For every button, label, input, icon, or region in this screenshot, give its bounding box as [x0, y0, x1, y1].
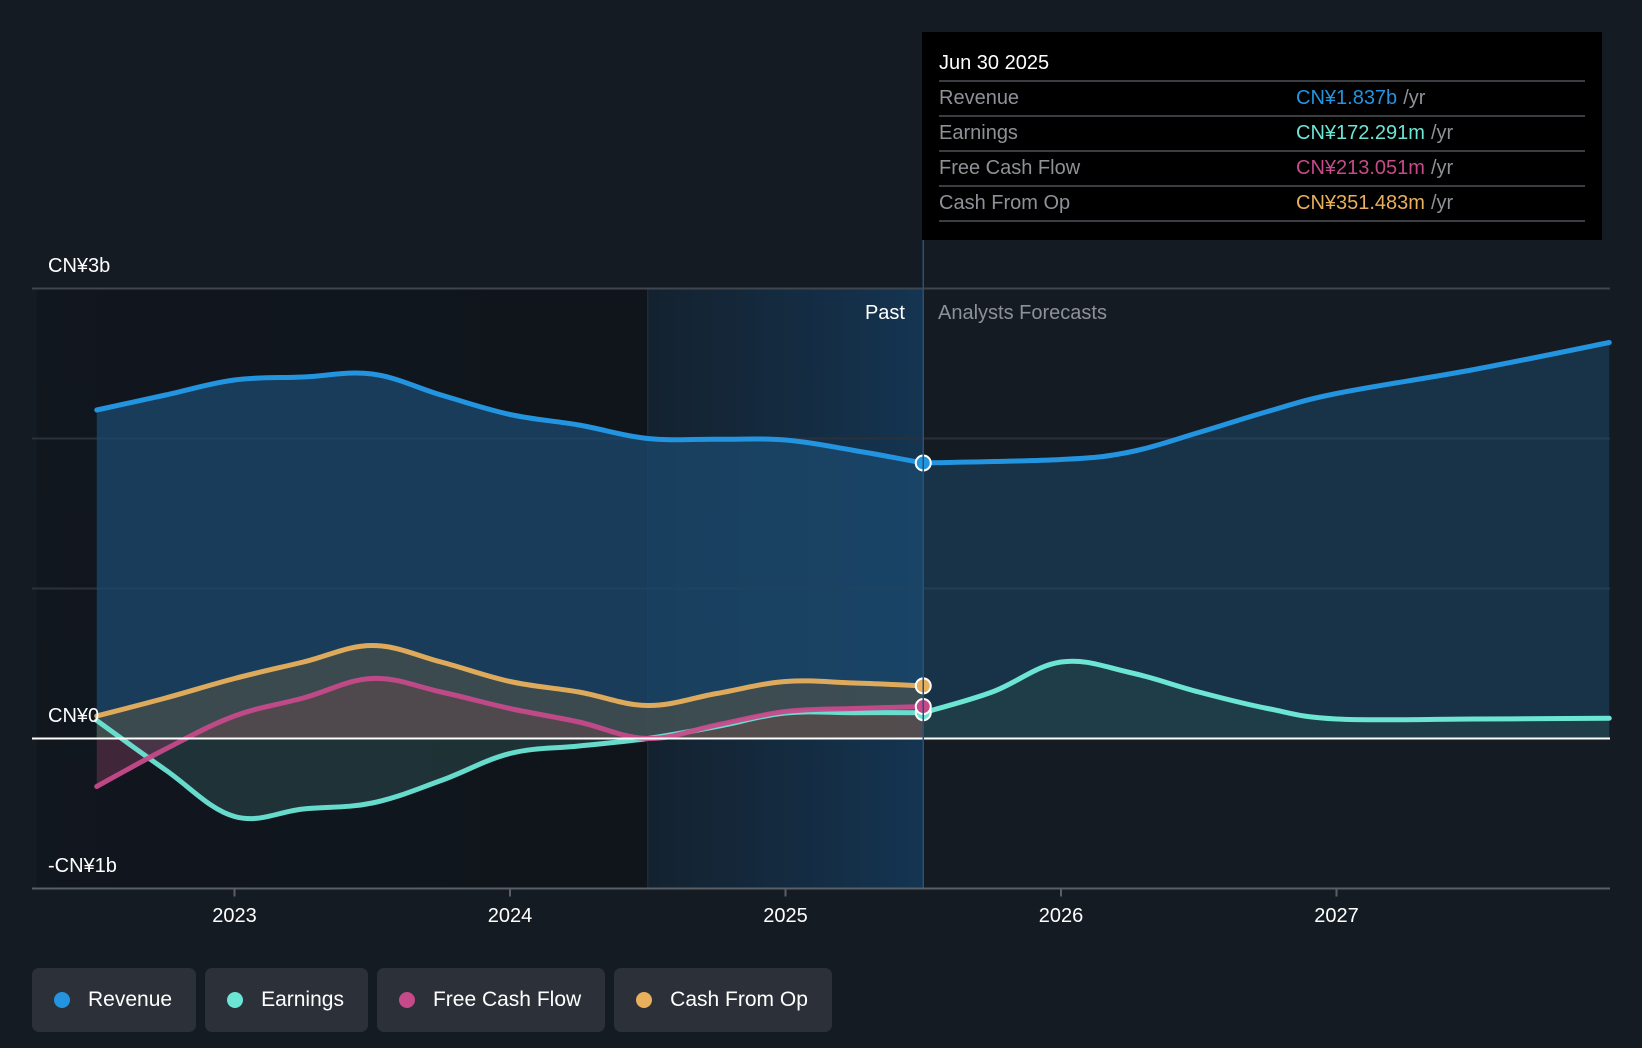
tooltip-row-revenue: Revenue CN¥1.837b /yr — [939, 82, 1585, 117]
x-tick-label-2026: 2026 — [1039, 905, 1084, 927]
tooltip-row-fcf: Free Cash Flow CN¥213.051m /yr — [939, 152, 1585, 187]
x-tick-label-2023: 2023 — [212, 905, 257, 927]
earnings-forecast-line — [920, 658, 1612, 723]
tooltip-unit: /yr — [1403, 87, 1426, 109]
tooltip-value: CN¥172.291m — [1296, 122, 1425, 144]
revenue-dot-icon — [54, 992, 70, 1008]
tooltip-unit: /yr — [1430, 157, 1454, 179]
x-tick-label-2025: 2025 — [763, 905, 808, 927]
forecast-label: Analysts Forecasts — [938, 302, 1107, 324]
legend-item-revenue[interactable]: Revenue — [32, 968, 197, 1032]
x-tick-label-2024: 2024 — [488, 905, 533, 927]
revenue-forecast-area — [923, 342, 1610, 739]
tooltip-row-earnings: Earnings CN¥172.291m /yr — [939, 117, 1585, 152]
y-tick-label-zero: CN¥0 — [48, 705, 99, 727]
y-tick-label-top: CN¥3b — [48, 255, 110, 277]
legend-label: Earnings — [261, 988, 344, 1011]
legend: Revenue Earnings Free Cash Flow Cash Fro… — [32, 968, 832, 1032]
legend-label: Free Cash Flow — [432, 988, 582, 1011]
earnings-dot-icon — [227, 992, 244, 1008]
tooltip: Jun 30 2025 Revenue CN¥1.837b /yr Earnin… — [922, 32, 1602, 240]
tooltip-unit: /yr — [1430, 122, 1454, 144]
legend-label: Cash From Op — [670, 988, 808, 1011]
revenue-line — [94, 370, 926, 466]
tooltip-label: Free Cash Flow — [939, 157, 1081, 179]
tooltip-row-cfo: Cash From Op CN¥351.483m /yr — [939, 187, 1585, 222]
cash-from-op-dot-icon — [636, 992, 653, 1008]
earnings-forecast-area — [923, 661, 1610, 739]
legend-item-cash-from-op[interactable]: Cash From Op — [614, 968, 832, 1032]
tooltip-label: Revenue — [939, 87, 1020, 109]
x-tick-label-2027: 2027 — [1314, 905, 1359, 927]
free-cash-flow-dot-icon — [398, 992, 415, 1008]
revenue-area — [96, 372, 924, 739]
free-cash-flow-line — [94, 675, 926, 789]
tooltip-value: CN¥351.483m — [1296, 192, 1425, 214]
tooltip-date: Jun 30 2025 — [939, 46, 1585, 82]
tooltip-label: Earnings — [939, 122, 1018, 144]
tooltip-value: CN¥1.837b — [1296, 87, 1398, 109]
tooltip-label: Cash From Op — [939, 192, 1071, 214]
tooltip-unit: /yr — [1430, 192, 1454, 214]
past-label: Past — [865, 302, 905, 324]
legend-label: Revenue — [88, 988, 173, 1011]
revenue-forecast-line — [920, 340, 1612, 466]
y-tick-label-bottom: -CN¥1b — [48, 855, 117, 877]
legend-item-free-cash-flow[interactable]: Free Cash Flow — [376, 968, 606, 1032]
cash-from-op-area — [96, 645, 924, 739]
tooltip-value: CN¥213.051m — [1296, 157, 1425, 179]
cash-from-op-line — [94, 642, 926, 719]
legend-item-earnings[interactable]: Earnings — [205, 968, 368, 1032]
